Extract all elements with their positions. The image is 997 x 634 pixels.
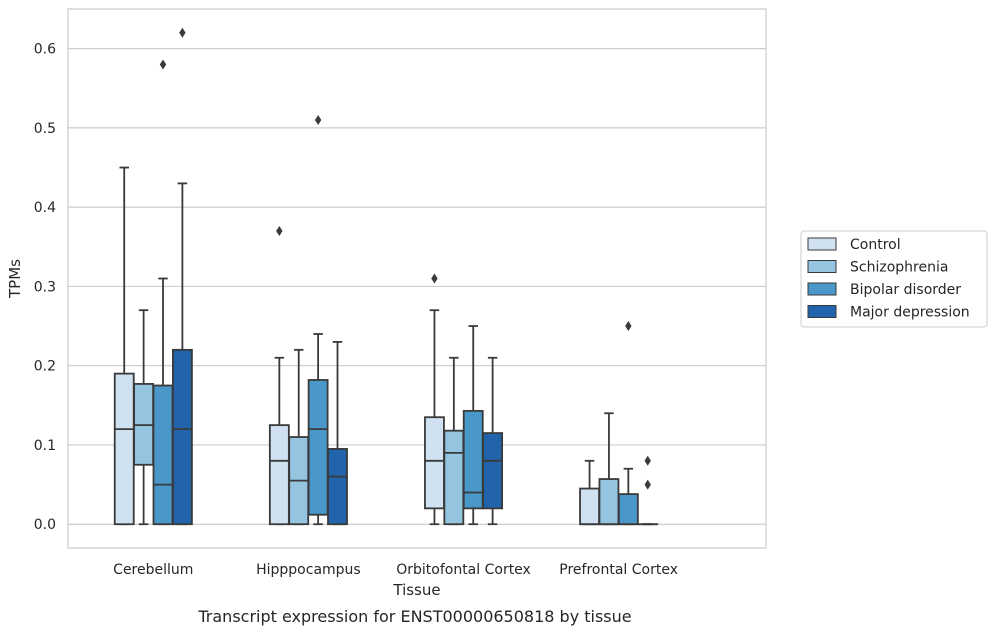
box-element	[152, 59, 174, 526]
outlier-point	[179, 27, 186, 38]
legend-frame	[800, 230, 988, 328]
legend-swatch	[807, 305, 837, 318]
x-tick-label: Cerebellum	[113, 562, 193, 578]
y-tick-label: 0.5	[34, 121, 56, 137]
legend-item: Schizophrenia	[807, 260, 948, 276]
y-tick-label: 0.4	[34, 200, 56, 216]
category-group	[113, 27, 193, 526]
iqr-box	[171, 348, 193, 526]
box-element	[424, 273, 445, 526]
y-tick-label: 0.3	[34, 279, 56, 295]
iqr-box	[424, 416, 445, 510]
legend-swatch	[807, 237, 837, 251]
legend: Control Schizophrenia Bipolar disorder Majo…	[800, 230, 988, 328]
category-group	[268, 114, 348, 526]
box-groups	[113, 27, 659, 526]
box-element	[113, 166, 135, 526]
legend-label: Major depression	[850, 305, 970, 321]
box-element	[579, 459, 600, 526]
x-tick-label: Orbitofontal Cortex	[396, 562, 531, 578]
legend-label: Control	[850, 237, 901, 253]
y-tick-label: 0.1	[34, 438, 56, 454]
iqr-box	[482, 432, 504, 510]
x-tick-label: Hipppocampus	[256, 562, 361, 578]
box-element	[617, 321, 639, 526]
outlier-point	[314, 114, 322, 125]
outlier-point	[159, 59, 167, 70]
y-axis-ticks: 0.0 0.1 0.2 0.3 0.4 0.5 0.6	[34, 42, 56, 534]
legend-swatch	[807, 260, 837, 273]
legend-label: Bipolar disorder	[850, 282, 961, 298]
category-group	[424, 273, 504, 526]
iqr-box	[462, 409, 484, 510]
plot-frame	[67, 8, 767, 549]
outlier-point	[625, 321, 632, 332]
outlier-point	[644, 479, 651, 490]
legend-label: Schizophrenia	[850, 260, 948, 276]
box-element	[307, 114, 329, 526]
iqr-box	[307, 379, 329, 516]
chart-title: Transcript expression for ENST0000065081…	[197, 607, 631, 626]
iqr-box	[443, 429, 465, 526]
iqr-box	[579, 487, 600, 526]
x-axis-ticks: Cerebellum Hipppocampus Orbitofontal Corte…	[113, 562, 678, 578]
iqr-box	[268, 424, 290, 526]
box-element	[268, 225, 290, 526]
x-tick-label: Prefrontal Cortex	[559, 562, 678, 578]
legend-item: Bipolar disorder	[807, 282, 961, 298]
iqr-box	[113, 372, 135, 526]
outlier-point	[431, 273, 438, 284]
category-group	[579, 321, 659, 526]
box-element	[462, 325, 484, 526]
box-element	[598, 412, 620, 526]
iqr-box	[152, 384, 174, 526]
iqr-box	[598, 478, 620, 526]
legend-item: Control	[807, 237, 901, 253]
box-element	[482, 356, 504, 526]
box-element	[637, 455, 659, 526]
box-element	[171, 27, 193, 526]
y-tick-label: 0.6	[34, 42, 56, 58]
box-element	[288, 348, 310, 526]
legend-item: Major depression	[807, 305, 970, 321]
outlier-point	[644, 455, 651, 466]
iqr-box	[327, 448, 348, 526]
iqr-box	[617, 493, 639, 526]
box-element	[133, 309, 155, 526]
y-tick-label: 0.0	[34, 517, 56, 533]
legend-swatch	[807, 282, 837, 296]
outlier-point	[276, 225, 283, 236]
box-element	[443, 356, 465, 526]
y-axis-label: TPMs	[6, 259, 24, 299]
box-element	[327, 341, 348, 526]
x-axis-label: Tissue	[392, 581, 440, 599]
y-tick-label: 0.2	[34, 359, 56, 375]
